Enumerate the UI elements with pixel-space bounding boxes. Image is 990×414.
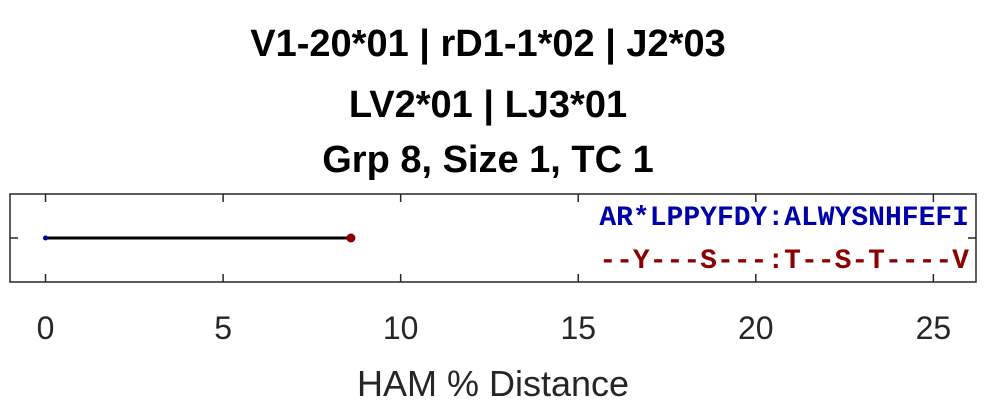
chart-title: V1-20*01 | rD1-1*02 | J2*03 LV2*01 | LJ3… (250, 23, 725, 181)
title-line-1: V1-20*01 | rD1-1*02 | J2*03 (250, 23, 725, 65)
x-tick-label-5: 5 (214, 310, 232, 346)
mutated-sequence: --Y---S---:T--S-T----V (599, 246, 969, 277)
start-point-0 (43, 235, 49, 241)
x-tick-label-15: 15 (560, 310, 596, 346)
x-tick-labels: 0 5 10 15 20 25 (37, 310, 952, 346)
x-axis-label: HAM % Distance (357, 363, 629, 404)
x-tick-label-20: 20 (738, 310, 774, 346)
x-tick-label-25: 25 (916, 310, 952, 346)
x-tick-label-10: 10 (383, 310, 419, 346)
title-line-2: LV2*01 | LJ3*01 (349, 84, 627, 126)
title-line-3: Grp 8, Size 1, TC 1 (322, 139, 654, 181)
end-point-0 (346, 233, 356, 243)
x-tick-label-0: 0 (37, 310, 55, 346)
reference-sequence: AR*LPPYFDY:ALWYSNHFEFI (599, 203, 969, 234)
data-series (43, 233, 356, 243)
x-ticks (44, 194, 935, 282)
